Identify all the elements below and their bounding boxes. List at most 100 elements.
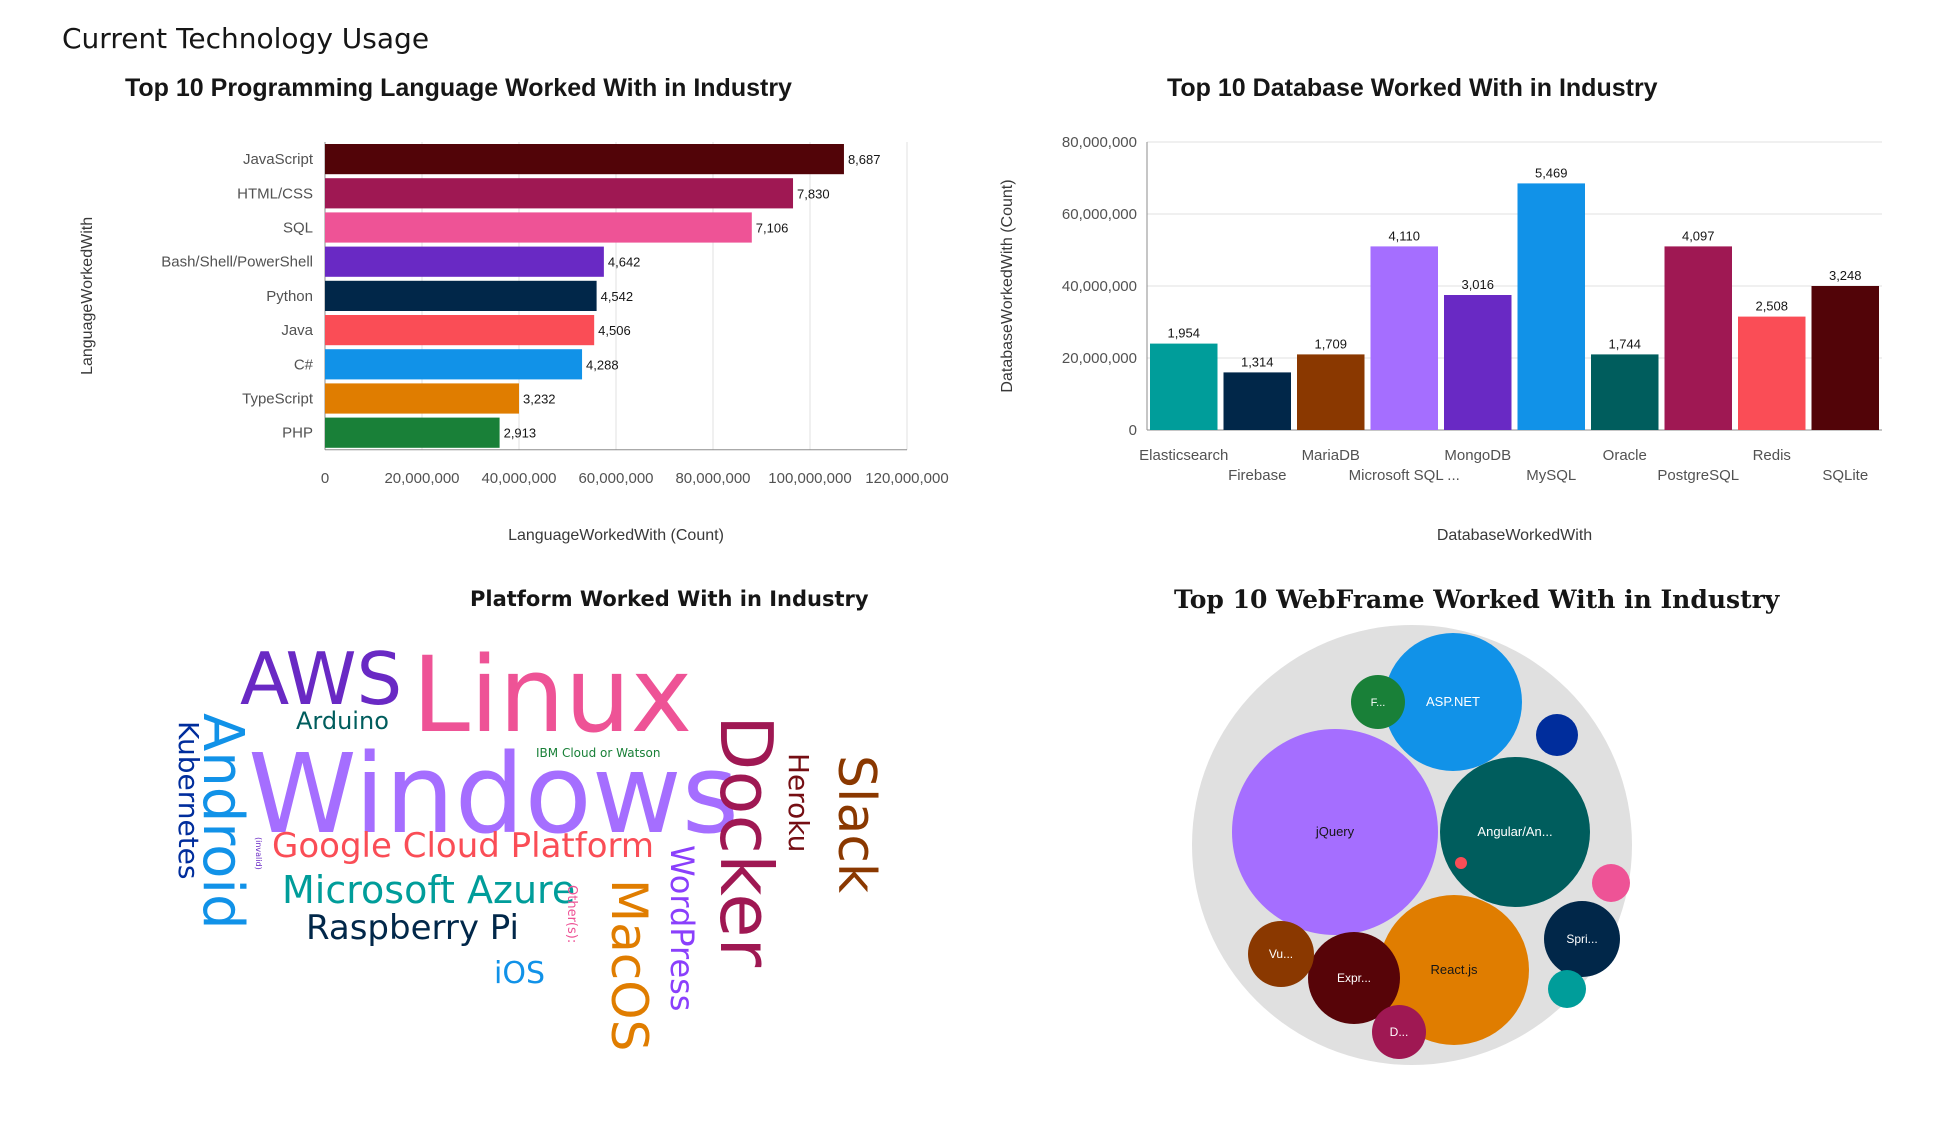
bar bbox=[1738, 316, 1806, 430]
database-chart-title: Top 10 Database Worked With in Industry bbox=[1167, 74, 1658, 102]
wordcloud-word: Raspberry Pi bbox=[306, 908, 519, 948]
wordcloud-word: Google Cloud Platform bbox=[272, 826, 655, 866]
bubble bbox=[1592, 864, 1630, 902]
bar bbox=[325, 212, 752, 243]
data-label: 8,687 bbox=[848, 152, 881, 167]
wordcloud-word: iOS bbox=[494, 956, 545, 991]
bar bbox=[325, 246, 604, 277]
webframe-bubble-title: Top 10 WebFrame Worked With in Industry bbox=[1174, 585, 1780, 614]
x-tick-label: PostgreSQL bbox=[1657, 467, 1739, 484]
bar bbox=[1591, 354, 1659, 430]
x-tick-label: 100,000,000 bbox=[768, 470, 851, 487]
bar bbox=[1664, 246, 1732, 430]
bar bbox=[1444, 295, 1512, 430]
y-tick-label: JavaScript bbox=[243, 151, 314, 168]
data-label: 1,744 bbox=[1608, 336, 1641, 351]
bar bbox=[325, 417, 500, 448]
data-label: 5,469 bbox=[1535, 165, 1568, 180]
y-tick-label: 80,000,000 bbox=[1062, 134, 1137, 151]
bubble bbox=[1232, 729, 1438, 935]
bar bbox=[325, 383, 519, 414]
data-label: 4,506 bbox=[598, 323, 631, 338]
x-tick-label: Microsoft SQL ... bbox=[1349, 467, 1460, 484]
wordcloud-word: Microsoft Azure bbox=[282, 868, 576, 912]
data-label: 7,106 bbox=[756, 221, 789, 236]
wordcloud-word: Other(s): bbox=[564, 885, 579, 944]
bubble-label: Expr... bbox=[1337, 971, 1371, 985]
x-tick-label: 80,000,000 bbox=[675, 470, 750, 487]
bubble-label: D... bbox=[1390, 1025, 1409, 1039]
bubble bbox=[1248, 921, 1314, 987]
bubble bbox=[1440, 757, 1590, 907]
wordcloud-word: Docker bbox=[704, 715, 788, 968]
bar bbox=[325, 178, 794, 209]
x-tick-label: 20,000,000 bbox=[384, 470, 459, 487]
bubble bbox=[1455, 857, 1467, 869]
bubble bbox=[1351, 675, 1405, 729]
data-label: 4,288 bbox=[586, 357, 619, 372]
x-axis-title: DatabaseWorkedWith bbox=[1437, 527, 1592, 544]
bar bbox=[325, 280, 597, 311]
wordcloud-word: AWS bbox=[240, 637, 403, 721]
language-bar-chart: 0 20,000,000 40,000,000 60,000,000 80,000,00… bbox=[79, 142, 949, 544]
x-tick-label: MongoDB bbox=[1444, 447, 1511, 464]
bubble bbox=[1548, 970, 1586, 1008]
bubble bbox=[1536, 714, 1578, 756]
y-tick-label: Java bbox=[281, 322, 313, 339]
x-tick-label: Elasticsearch bbox=[1139, 447, 1228, 464]
x-tick-label: MySQL bbox=[1526, 467, 1576, 484]
x-axis-title: LanguageWorkedWith (Count) bbox=[508, 527, 724, 544]
page-title: Current Technology Usage bbox=[62, 22, 430, 55]
data-label: 1,954 bbox=[1167, 326, 1200, 341]
wordcloud-word: Linux bbox=[412, 634, 693, 756]
bar bbox=[1150, 343, 1218, 430]
data-label: 3,232 bbox=[523, 392, 556, 407]
x-tick-label: 0 bbox=[321, 470, 329, 487]
x-tick-label: SQLite bbox=[1822, 467, 1868, 484]
wordcloud-word: Heroku bbox=[782, 753, 815, 853]
bubble bbox=[1384, 633, 1522, 771]
bar bbox=[1297, 354, 1365, 430]
data-label: 2,913 bbox=[504, 426, 537, 441]
database-chart-panel: Top 10 Database Worked With in Industry … bbox=[980, 60, 1957, 560]
wordcloud-word: Windows bbox=[248, 730, 740, 858]
x-tick-label: MariaDB bbox=[1302, 447, 1360, 464]
wordcloud-word: Slack bbox=[826, 755, 886, 894]
wordcloud-word: IBM Cloud or Watson bbox=[536, 746, 661, 760]
platform-wordcloud: Linux Windows Docker AWS Android Slack MacOS Go… bbox=[0, 575, 980, 1095]
y-tick-label: 60,000,000 bbox=[1062, 206, 1137, 223]
y-tick-label: TypeScript bbox=[242, 391, 314, 408]
x-tick-label: Oracle bbox=[1603, 447, 1647, 464]
y-tick-label: 0 bbox=[1129, 422, 1137, 439]
platform-wordcloud-title: Platform Worked With in Industry bbox=[470, 587, 869, 611]
data-label: 1,314 bbox=[1241, 354, 1274, 369]
bar bbox=[325, 315, 595, 346]
wordcloud-word: MacOS bbox=[600, 879, 658, 1052]
y-tick-label: Bash/Shell/PowerShell bbox=[161, 254, 313, 271]
y-tick-label: Python bbox=[266, 288, 313, 305]
data-label: 4,097 bbox=[1682, 228, 1715, 243]
data-label: 4,110 bbox=[1388, 228, 1420, 243]
bubble bbox=[1372, 1005, 1426, 1059]
bar bbox=[1370, 246, 1438, 430]
x-tick-label: 60,000,000 bbox=[578, 470, 653, 487]
wordcloud-word: Arduino bbox=[296, 707, 389, 735]
bubble-label: Vu... bbox=[1269, 947, 1293, 961]
y-tick-label: C# bbox=[294, 356, 314, 373]
platform-wordcloud-panel: Platform Worked With in Industry Linux Wi… bbox=[0, 575, 980, 1095]
bar bbox=[325, 144, 844, 175]
bar bbox=[1223, 372, 1291, 430]
bubble bbox=[1544, 901, 1620, 977]
y-tick-label: HTML/CSS bbox=[237, 185, 313, 202]
y-axis-title: LanguageWorkedWith bbox=[79, 217, 96, 375]
bubble-label: ASP.NET bbox=[1426, 694, 1480, 709]
bar bbox=[325, 349, 583, 380]
data-label: 3,248 bbox=[1829, 268, 1862, 283]
wordcloud-word: (invalid) bbox=[254, 837, 263, 870]
language-chart-title: Top 10 Programming Language Worked With … bbox=[125, 74, 792, 102]
x-tick-label: Redis bbox=[1753, 447, 1791, 464]
data-label: 4,542 bbox=[601, 289, 634, 304]
data-label: 4,642 bbox=[608, 255, 641, 270]
bubble-label: React.js bbox=[1431, 962, 1478, 977]
bubble-label: Spri... bbox=[1566, 932, 1597, 946]
